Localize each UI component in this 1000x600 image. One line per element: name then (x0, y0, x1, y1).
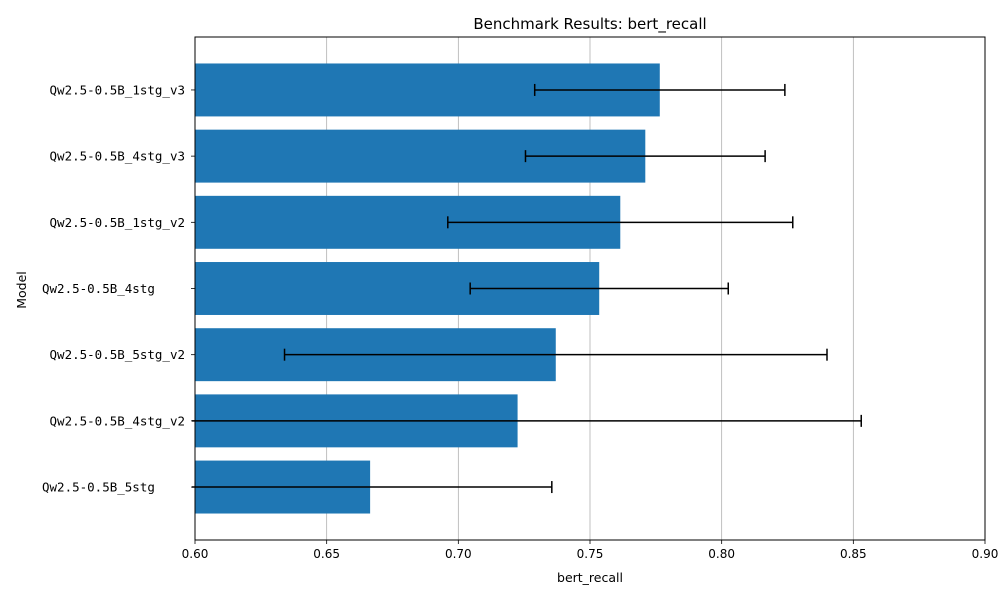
x-axis-ticks: 0.60 0.65 0.70 0.75 0.80 0.85 0.90 (182, 540, 999, 561)
y-tick-label: Qw2.5-0.5B_4stg (42, 281, 185, 296)
x-tick-label: 0.60 (182, 547, 209, 561)
x-tick-label: 0.90 (972, 547, 999, 561)
y-tick-label: Qw2.5-0.5B_1stg_v2 (50, 215, 185, 230)
x-tick-label: 0.80 (708, 547, 735, 561)
chart-title: Benchmark Results: bert_recall (473, 15, 706, 34)
x-tick-label: 0.65 (313, 547, 340, 561)
x-axis-label: bert_recall (557, 570, 623, 585)
y-tick-label: Qw2.5-0.5B_4stg_v3 (50, 149, 185, 164)
y-tick-label: Qw2.5-0.5B_4stg_v2 (50, 413, 185, 428)
y-tick-label: Qw2.5-0.5B_5stg (42, 480, 185, 495)
error-bars-group (192, 83, 862, 494)
y-axis-label: Model (14, 271, 29, 309)
y-axis-ticks: Qw2.5-0.5B_1stg_v3 Qw2.5-0.5B_4stg_v3 Qw2.… (42, 82, 195, 495)
y-tick-label: Qw2.5-0.5B_5stg_v2 (50, 347, 185, 362)
x-tick-label: 0.85 (840, 547, 867, 561)
y-tick-label: Qw2.5-0.5B_1stg_v3 (50, 82, 185, 97)
x-tick-label: 0.75 (577, 547, 604, 561)
x-tick-label: 0.70 (445, 547, 472, 561)
